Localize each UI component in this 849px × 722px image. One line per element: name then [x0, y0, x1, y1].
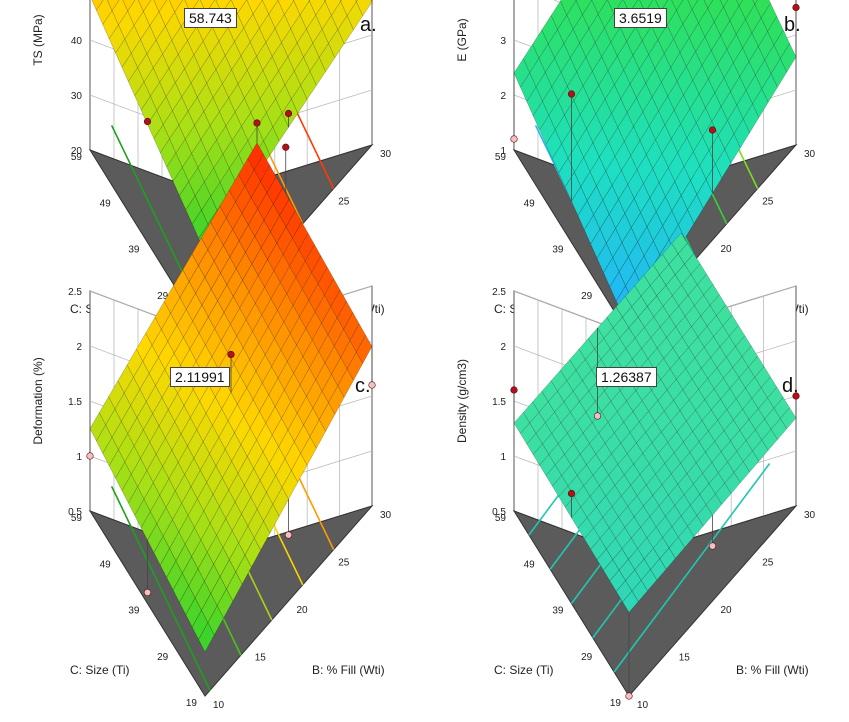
- z-tick-label: 20: [71, 146, 83, 157]
- axes: 0.5 1 1.5 2 2.5 59 49 39 29 19 10 15 20 25 30 Deformati…: [31, 287, 392, 711]
- z-tick-label: 1.5: [68, 397, 82, 408]
- x-tick-label: 49: [100, 559, 112, 570]
- design-point: [708, 126, 717, 134]
- z-tick-label: 1.5: [492, 397, 506, 408]
- y-tick-label: 30: [380, 149, 392, 160]
- x-tick-label: 59: [71, 513, 83, 524]
- z-tick-label: 1: [500, 452, 506, 463]
- design-points: [86, 119, 376, 597]
- value-box: 58.743: [184, 8, 237, 28]
- panel-label: b.: [784, 14, 801, 36]
- y-tick-label: 25: [338, 197, 350, 208]
- axes: 0.5 1 1.5 2 2.5 59 49 39 29 19 10 15 20 25 30 Density (…: [455, 287, 816, 711]
- z-axis-title: TS (MPa): [31, 14, 45, 65]
- design-point: [86, 452, 94, 460]
- x-tick-label: 29: [581, 652, 593, 663]
- surface-plot-ts: 203040506059493929191015202530TS (MPa)C:…: [31, 0, 392, 350]
- z-tick-label: 2: [76, 342, 82, 353]
- panel-label: d.: [782, 375, 799, 397]
- x-axis-title: C: Size (Ti): [70, 663, 130, 677]
- response-surface: [513, 232, 797, 613]
- x-tick-label: 19: [610, 698, 622, 709]
- x-tick-label: 19: [186, 698, 198, 709]
- x-axis-title: C: Size (Ti): [494, 663, 554, 677]
- x-tick-label: 39: [552, 606, 564, 617]
- z-tick-label: 1: [76, 452, 82, 463]
- x-tick-label: 59: [71, 152, 83, 163]
- y-tick-label: 10: [637, 700, 649, 711]
- panel-label: c.: [355, 375, 371, 397]
- x-tick-label: 49: [100, 198, 112, 209]
- design-point: [143, 588, 152, 597]
- x-tick-label: 39: [128, 606, 140, 617]
- x-tick-label: 49: [524, 198, 536, 209]
- z-tick-label: 0.5: [68, 507, 82, 518]
- y-tick-label: 30: [804, 149, 816, 160]
- design-point: [368, 381, 376, 389]
- z-tick-label: 3: [500, 36, 506, 47]
- y-tick-label: 25: [762, 197, 774, 208]
- x-tick-label: 49: [524, 559, 536, 570]
- value-box: 3.6519: [614, 8, 667, 28]
- design-point: [792, 392, 800, 400]
- z-tick-label: 0.5: [492, 507, 506, 518]
- y-tick-label: 15: [679, 653, 691, 664]
- surface-cell: [198, 622, 215, 653]
- y-tick-label: 25: [762, 558, 774, 569]
- z-axis-title: Density (g/cm3): [455, 359, 469, 443]
- y-axis-title: B: % Fill (Wti): [736, 663, 809, 677]
- z-tick-label: 2.5: [68, 287, 82, 298]
- y-tick-label: 20: [721, 605, 733, 616]
- x-tick-label: 29: [157, 291, 169, 302]
- design-point: [567, 489, 576, 498]
- design-point: [510, 386, 518, 394]
- design-point: [792, 3, 800, 12]
- design-point: [625, 692, 633, 700]
- contour-line: [110, 486, 211, 691]
- design-point: [143, 117, 152, 126]
- design-point: [282, 143, 290, 151]
- design-point: [567, 90, 576, 98]
- z-tick-label: 40: [71, 36, 83, 47]
- z-tick-label: 30: [71, 91, 83, 102]
- contour-line: [613, 463, 771, 673]
- design-point: [708, 542, 717, 550]
- z-tick-label: 2: [500, 91, 506, 102]
- panel-label: a.: [360, 14, 377, 36]
- y-tick-label: 10: [213, 700, 225, 711]
- y-tick-label: 25: [338, 558, 350, 569]
- design-point: [284, 531, 293, 539]
- design-point: [253, 119, 261, 127]
- x-tick-label: 59: [495, 152, 507, 163]
- z-axis-title: Deformation (%): [31, 357, 45, 444]
- surface-plot-deformation: 0.5 1 1.5 2 2.5 59 49 39 29 19 10 15 20 25 30 Deformati…: [31, 119, 392, 711]
- response-surface: [513, 0, 797, 331]
- design-point: [510, 135, 518, 143]
- design-point: [284, 109, 293, 118]
- z-axis-title: E (GPa): [455, 18, 469, 61]
- x-tick-label: 59: [495, 513, 507, 524]
- y-tick-label: 15: [255, 653, 267, 664]
- z-tick-label: 2: [500, 342, 506, 353]
- value-box: 2.11991: [170, 367, 230, 387]
- design-point: [227, 350, 235, 359]
- value-box: 1.26387: [596, 367, 657, 387]
- x-tick-label: 29: [157, 652, 169, 663]
- surface-plot-density: 0.5 1 1.5 2 2.5 59 49 39 29 19 10 15 20 25 30 Density (…: [455, 232, 816, 711]
- z-tick-label: 2.5: [492, 287, 506, 298]
- design-point: [593, 412, 602, 420]
- x-tick-label: 39: [552, 245, 564, 256]
- x-tick-label: 29: [581, 291, 593, 302]
- y-tick-label: 20: [721, 244, 733, 255]
- x-tick-label: 39: [128, 245, 140, 256]
- y-tick-label: 30: [380, 510, 392, 521]
- z-tick-label: 1: [500, 146, 506, 157]
- y-tick-label: 20: [297, 605, 309, 616]
- y-axis-title: B: % Fill (Wti): [312, 663, 385, 677]
- y-tick-label: 30: [804, 510, 816, 521]
